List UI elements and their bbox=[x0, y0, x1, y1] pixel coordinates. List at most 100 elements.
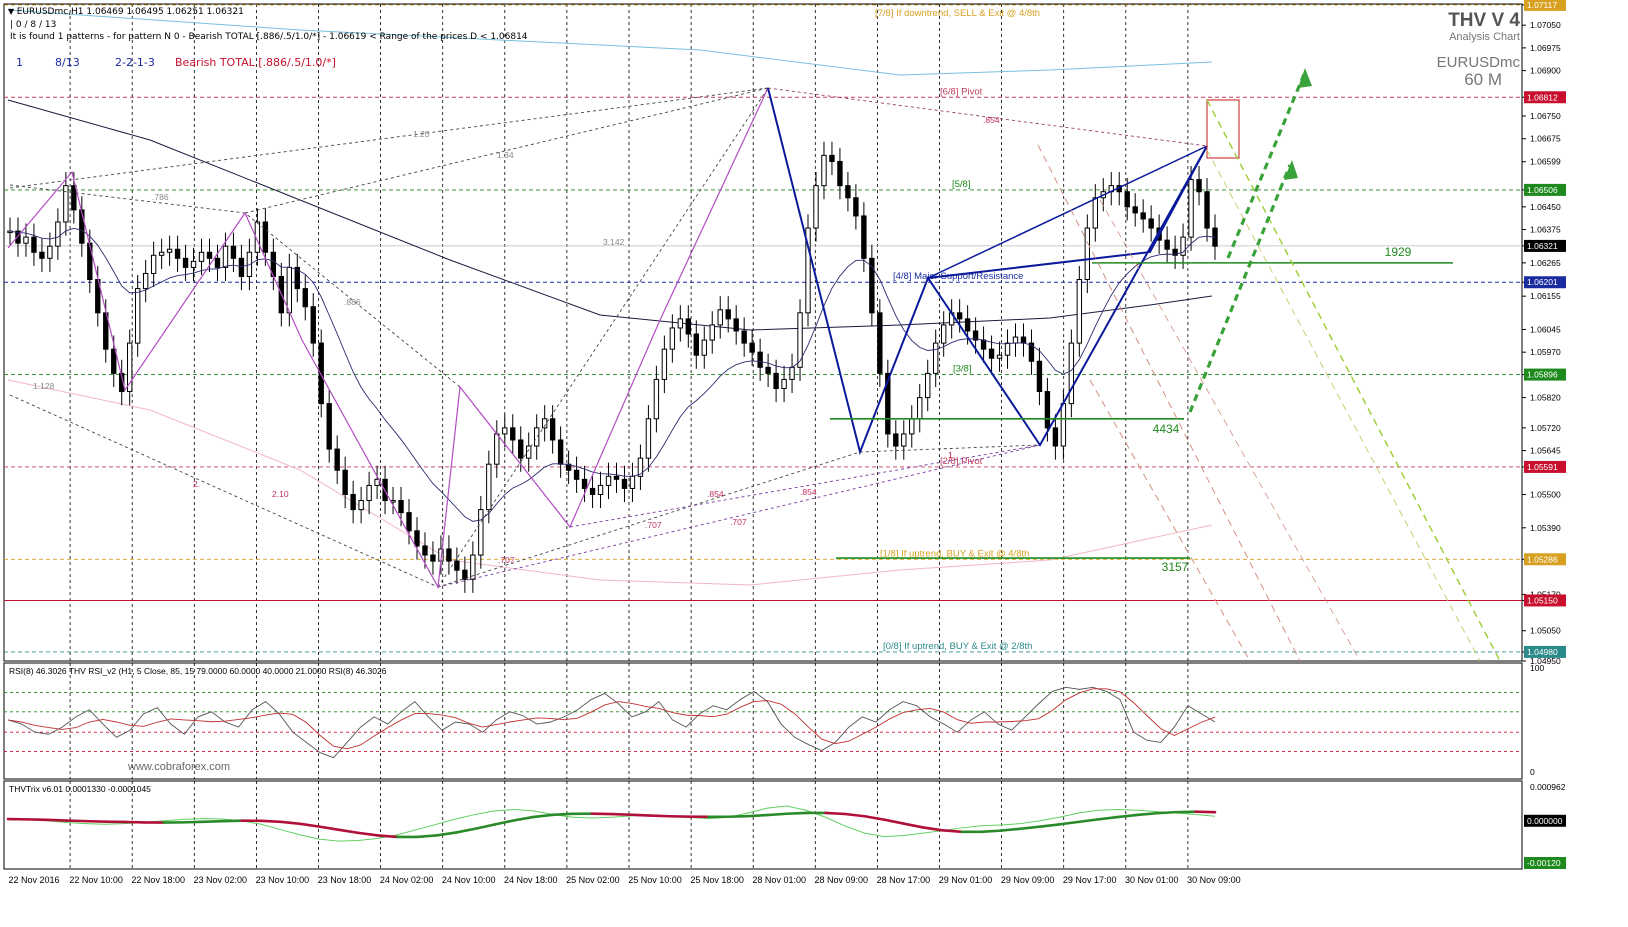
candle-body bbox=[111, 348, 117, 374]
rsi-tick-label: 0 bbox=[1530, 767, 1535, 777]
candle-body bbox=[669, 327, 676, 350]
rsi-title: RSI(8) 46.3026 THV RSI_v2 (H1, 5 Close, … bbox=[9, 666, 387, 676]
candle-body bbox=[533, 427, 540, 447]
fib-label: .886 bbox=[344, 297, 361, 307]
price-tag-label: 1.07117 bbox=[1527, 0, 1557, 10]
brand-symbol: EURUSDmc bbox=[1436, 54, 1520, 71]
brand-period: 60 M bbox=[1464, 70, 1502, 89]
candle-body bbox=[502, 427, 508, 435]
harmonic-pattern bbox=[767, 87, 1208, 456]
candle-body bbox=[597, 484, 604, 495]
level-label: [0/8] If uptrend, BUY & Exit @ 2/8th bbox=[883, 641, 1032, 652]
candle-body bbox=[1060, 403, 1067, 447]
trix-tick-label: -0.00120 bbox=[1527, 858, 1561, 868]
trix-signal-segment bbox=[1038, 823, 1061, 828]
candle-body bbox=[134, 288, 141, 344]
candle-body bbox=[39, 251, 45, 259]
trix-signal-segment bbox=[454, 827, 477, 834]
x-tick-label: 25 Nov 02:00 bbox=[566, 875, 620, 885]
level-label: [6/8] Pivot bbox=[940, 86, 983, 97]
candle-body bbox=[398, 500, 404, 514]
candle-body bbox=[637, 457, 644, 477]
y-tick-label: 1.06675 bbox=[1530, 134, 1561, 144]
y-tick-label: 1.06450 bbox=[1530, 202, 1561, 212]
candle-body bbox=[1036, 360, 1043, 393]
trix-pane-frame bbox=[3, 780, 1523, 870]
candle-body bbox=[222, 245, 229, 268]
trix-signal-segment bbox=[824, 811, 847, 816]
candle-body bbox=[749, 342, 755, 353]
candle-body bbox=[693, 333, 699, 356]
candle-body bbox=[581, 478, 588, 489]
candle-body bbox=[318, 342, 324, 405]
fib-connector bbox=[767, 87, 1208, 147]
candle-body bbox=[374, 478, 380, 486]
candle-body bbox=[334, 448, 340, 471]
y-tick-label: 1.05645 bbox=[1530, 446, 1561, 456]
fib-label: 2. bbox=[193, 479, 200, 489]
candle-body bbox=[63, 185, 69, 223]
main-pane-frame bbox=[3, 3, 1523, 662]
projection-line bbox=[1037, 144, 1301, 662]
candle-body bbox=[741, 330, 747, 344]
fib-label: 1 bbox=[948, 450, 953, 460]
candle-body bbox=[1044, 391, 1051, 429]
candle-body bbox=[1068, 342, 1075, 405]
candle-body bbox=[1124, 191, 1130, 208]
y-tick-label: 1.06975 bbox=[1530, 43, 1561, 53]
trix-signal-segment bbox=[649, 814, 672, 818]
bullish-arrow bbox=[1226, 71, 1307, 259]
trix-zero-tag bbox=[1524, 814, 1566, 827]
support-label: 3157 bbox=[1162, 560, 1189, 574]
candle-body bbox=[1132, 206, 1138, 214]
trix-signal-segment bbox=[882, 818, 905, 825]
fib-label: .707 bbox=[498, 555, 515, 565]
y-tick-label: 1.04950 bbox=[1530, 656, 1561, 666]
arrow-head bbox=[1298, 68, 1312, 88]
price-tag bbox=[1524, 276, 1566, 289]
x-tick-label: 24 Nov 10:00 bbox=[442, 875, 496, 885]
x-tick-label: 29 Nov 01:00 bbox=[939, 875, 993, 885]
candle-body bbox=[621, 478, 628, 489]
candle-body bbox=[71, 185, 77, 211]
candle-body bbox=[996, 354, 1003, 359]
candle-body bbox=[47, 245, 53, 259]
bullish-arrow bbox=[1188, 164, 1292, 413]
fib-label: 1.34 bbox=[497, 150, 514, 160]
price-tag-label: 1.04980 bbox=[1527, 647, 1558, 657]
trix-signal-segment bbox=[1077, 818, 1100, 824]
trix-signal-segment bbox=[318, 825, 341, 832]
y-tick-label: 1.05500 bbox=[1530, 489, 1561, 499]
candle-body bbox=[446, 548, 452, 562]
watermark-text: www.cobraforex.com bbox=[127, 761, 230, 773]
candle-body bbox=[1148, 218, 1154, 229]
x-tick-label: 23 Nov 10:00 bbox=[256, 875, 310, 885]
candle-body bbox=[31, 236, 37, 253]
price-tag bbox=[1524, 368, 1566, 381]
candle-body bbox=[845, 185, 851, 199]
trix-signal-segment bbox=[785, 811, 808, 816]
candle-body bbox=[119, 372, 125, 393]
level-label: [4/8] Major Support/Resistance bbox=[893, 271, 1023, 282]
trix-signal-segment bbox=[746, 813, 769, 818]
trix-signal-segment bbox=[999, 827, 1022, 832]
candle-body bbox=[813, 185, 819, 229]
candle-body bbox=[422, 545, 428, 556]
candle-body bbox=[478, 509, 484, 556]
pattern-seq: 2-2-1-3 bbox=[115, 56, 155, 69]
price-tag-label: 1.06321 bbox=[1527, 241, 1558, 251]
candle-body bbox=[733, 318, 739, 332]
trix-signal-segment bbox=[921, 826, 944, 832]
trix-signal-segment bbox=[434, 831, 458, 837]
y-tick-label: 1.06900 bbox=[1530, 66, 1561, 76]
candle-body bbox=[781, 378, 787, 390]
pattern-index: 1 bbox=[16, 56, 23, 69]
y-tick-label: 1.05820 bbox=[1530, 393, 1561, 403]
trix-signal-segment bbox=[220, 819, 243, 823]
candle-body bbox=[55, 221, 61, 247]
price-tag bbox=[1524, 594, 1566, 607]
candle-body bbox=[518, 439, 524, 459]
candle-body bbox=[1188, 179, 1194, 238]
trix-signal-segment bbox=[65, 819, 88, 823]
